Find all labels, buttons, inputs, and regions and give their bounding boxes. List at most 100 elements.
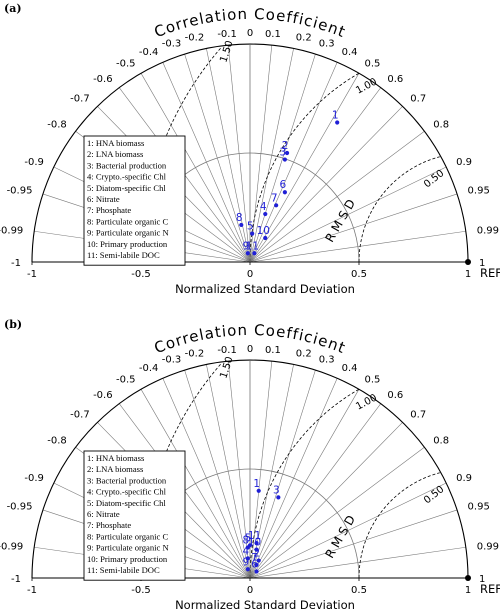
correlation-tick-label: 0.7 [410,93,426,104]
correlation-tick-label: 0.2 [296,349,312,360]
data-point [250,231,255,236]
correlation-tick-label: -0.4 [139,47,159,58]
data-point [245,567,250,572]
data-point-label: 5 [245,532,252,544]
correlation-tick-label: -0.6 [93,390,113,401]
x-tick-label: -1 [27,269,37,280]
x-axis-title: Normalized Standard Deviation [175,598,355,612]
data-point-label: 10 [257,225,270,237]
data-point [274,203,279,208]
panel-label: (a) [4,2,22,15]
correlation-tick-label: 0.4 [342,47,358,58]
legend-entry: 1: HNA biomass [87,138,145,148]
correlation-tick-label: 0.8 [433,436,449,447]
legend-entry: 11: Semi-labile DOC [87,250,160,260]
correlation-tick-label: -0.9 [24,157,44,168]
data-point [256,488,261,493]
taylor-panel-a: (a)0.501.001.50-1 -0.5 0 0.5 1 REFNormalized … [0,2,500,296]
data-point-label: 8 [236,212,243,224]
rmsd-contour [358,472,440,579]
correlation-tick-label: -0.4 [139,363,159,374]
legend-box [83,135,186,266]
correlation-tick-label: -1 [11,258,21,269]
legend-entry: 6: Nitrate [87,509,120,519]
rmsd-axis-label: R M S D [322,513,358,561]
data-point-label: 11 [246,240,259,252]
legend-entry: 2: LNA biomass [87,149,144,159]
correlation-tick-label: -0.3 [162,355,182,366]
data-point [282,190,287,195]
correlation-tick-label: -0.8 [47,436,67,447]
legend-entry: 9: Particulate organic N [87,543,169,553]
rmsd-contour [249,72,360,263]
data-point-label: 11 [248,530,261,542]
correlation-tick-label: -0.5 [116,59,136,70]
x-tick-label: -1 [27,585,37,596]
taylor-panel-b: (b)0.501.001.50-1 -0.5 0 0.5 1 REFNormalized … [0,318,500,612]
legend-entry: 9: Particulate organic N [87,228,169,238]
data-point-label: 2 [253,548,260,560]
correlation-tick-label: -0.99 [0,542,23,553]
correlation-tick-label: 0.1 [265,29,281,40]
legend-entry: 1: HNA biomass [87,453,145,463]
correlation-tick-label: -0.95 [7,501,33,512]
legend-entry: 4: Crypto.-specific Chl [87,487,167,497]
data-point [239,222,244,228]
data-point-label: 4 [260,201,267,213]
legend-entry: 5: Diatom-specific Chl [87,498,166,508]
rmsd-contour-label: 1.00 [354,76,379,96]
x-tick-label: 1 [465,269,471,280]
legend-box [83,450,186,581]
legend-entry: 2: LNA biomass [87,464,144,474]
legend-entry: 5: Diatom-specific Chl [87,183,166,193]
legend-entry: 4: Crypto.-specific Chl [87,172,167,182]
correlation-tick-label: -0.6 [93,74,113,85]
rmsd-contour [358,156,440,263]
correlation-tick-label: 0.9 [456,157,472,168]
correlation-tick-label: 0.95 [468,501,490,512]
correlation-tick-label: 1 [479,258,485,269]
correlation-tick-label: -0.5 [116,375,136,386]
legend-entry: 3: Bacterial production [87,160,167,170]
data-point-label: 7 [251,552,258,564]
data-point-label: 1 [332,109,339,121]
data-point-label: 9 [242,240,249,252]
correlation-tick-label: -0.2 [185,349,205,360]
legend-entry: 11: Semi-labile DOC [87,565,160,575]
data-point [254,541,259,546]
panel-label: (b) [4,318,22,331]
correlation-tick-label: -0.8 [47,120,67,131]
x-tick-label: 0 [247,585,253,596]
data-point-label: 3 [273,484,280,496]
legend-entry: 10: Primary production [87,239,168,249]
rmsd-contour-label: 1.50 [218,355,235,380]
rmsd-axis-label: R M S D [322,197,358,245]
correlation-tick-label: -0.99 [0,226,23,237]
correlation-tick-label: 0.2 [296,33,312,44]
data-point-label: 4 [242,545,249,557]
correlation-tick-label: -0.3 [162,39,182,50]
data-point [282,157,287,162]
rmsd-contour-label: 0.50 [422,168,446,190]
x-tick-label: 0.5 [351,585,367,596]
data-point-label: 7 [271,192,278,204]
data-point-label: 8 [242,534,249,546]
correlation-tick-label: 0.1 [265,345,281,356]
data-point [276,495,281,500]
correlation-tick-label: 0.5 [365,59,381,70]
correlation-tick-label: 0.3 [319,39,335,50]
data-point-label: 5 [247,221,254,233]
data-point [245,556,250,561]
data-point-label: 9 [242,556,249,568]
ref-label: REF [480,582,500,596]
correlation-tick-label: -0.1 [217,345,237,356]
correlation-tick-label: 0 [247,28,253,39]
correlation-tick-label: -0.95 [7,185,33,196]
x-tick-label: -0.5 [131,269,151,280]
legend-entry: 6: Nitrate [87,194,120,204]
data-point [284,150,290,156]
data-point [245,251,250,256]
correlation-tick-label: 0.5 [365,375,381,386]
correlation-tick-label: -0.7 [70,409,90,420]
